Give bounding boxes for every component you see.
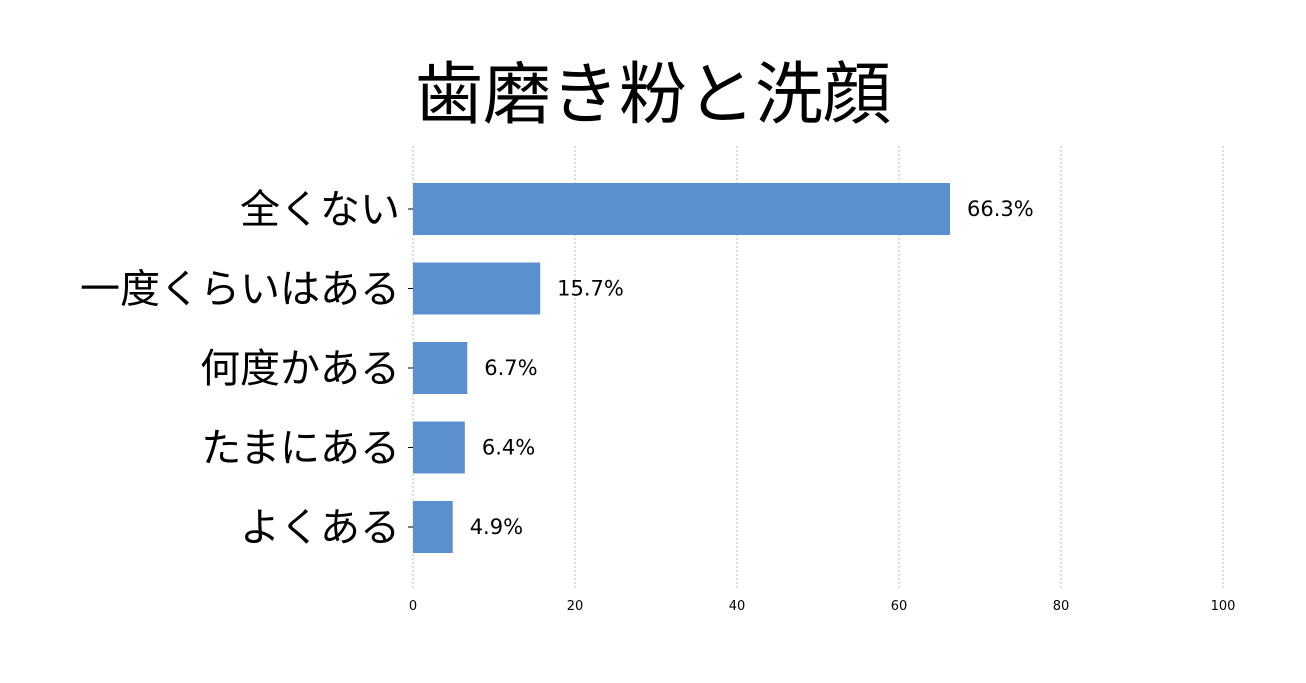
x-tick-label-0: 0	[409, 599, 417, 614]
value-label-1: 15.7%	[557, 277, 624, 301]
bar-3	[413, 421, 465, 474]
bar-0	[413, 183, 951, 235]
chart-title: 歯磨き粉と洗顔	[414, 56, 891, 135]
category-label-4: よくある	[240, 505, 400, 551]
value-label-0: 66.3%	[967, 197, 1034, 221]
category-label-1: 一度くらいはある	[80, 267, 400, 313]
x-tick-label-40: 40	[729, 599, 746, 614]
x-axis-ticks: 0 20 40 60 80 100	[409, 599, 1236, 614]
x-tick-label-80: 80	[1053, 599, 1070, 614]
category-label-3: たまにある	[201, 426, 400, 472]
value-label-2: 6.7%	[484, 356, 537, 380]
value-label-4: 4.9%	[470, 515, 523, 539]
x-tick-label-60: 60	[891, 599, 908, 614]
x-tick-label-100: 100	[1211, 599, 1236, 614]
value-label-3: 6.4%	[482, 436, 535, 460]
bar-1	[413, 262, 541, 315]
x-tick-label-20: 20	[567, 599, 584, 614]
bar-4	[413, 501, 453, 553]
category-label-0: 全くない	[240, 187, 400, 233]
bar-2	[413, 342, 468, 394]
bars	[413, 183, 951, 553]
category-label-2: 何度かある	[200, 346, 400, 392]
value-labels: 66.3% 15.7% 6.7% 6.4% 4.9%	[470, 197, 1034, 539]
